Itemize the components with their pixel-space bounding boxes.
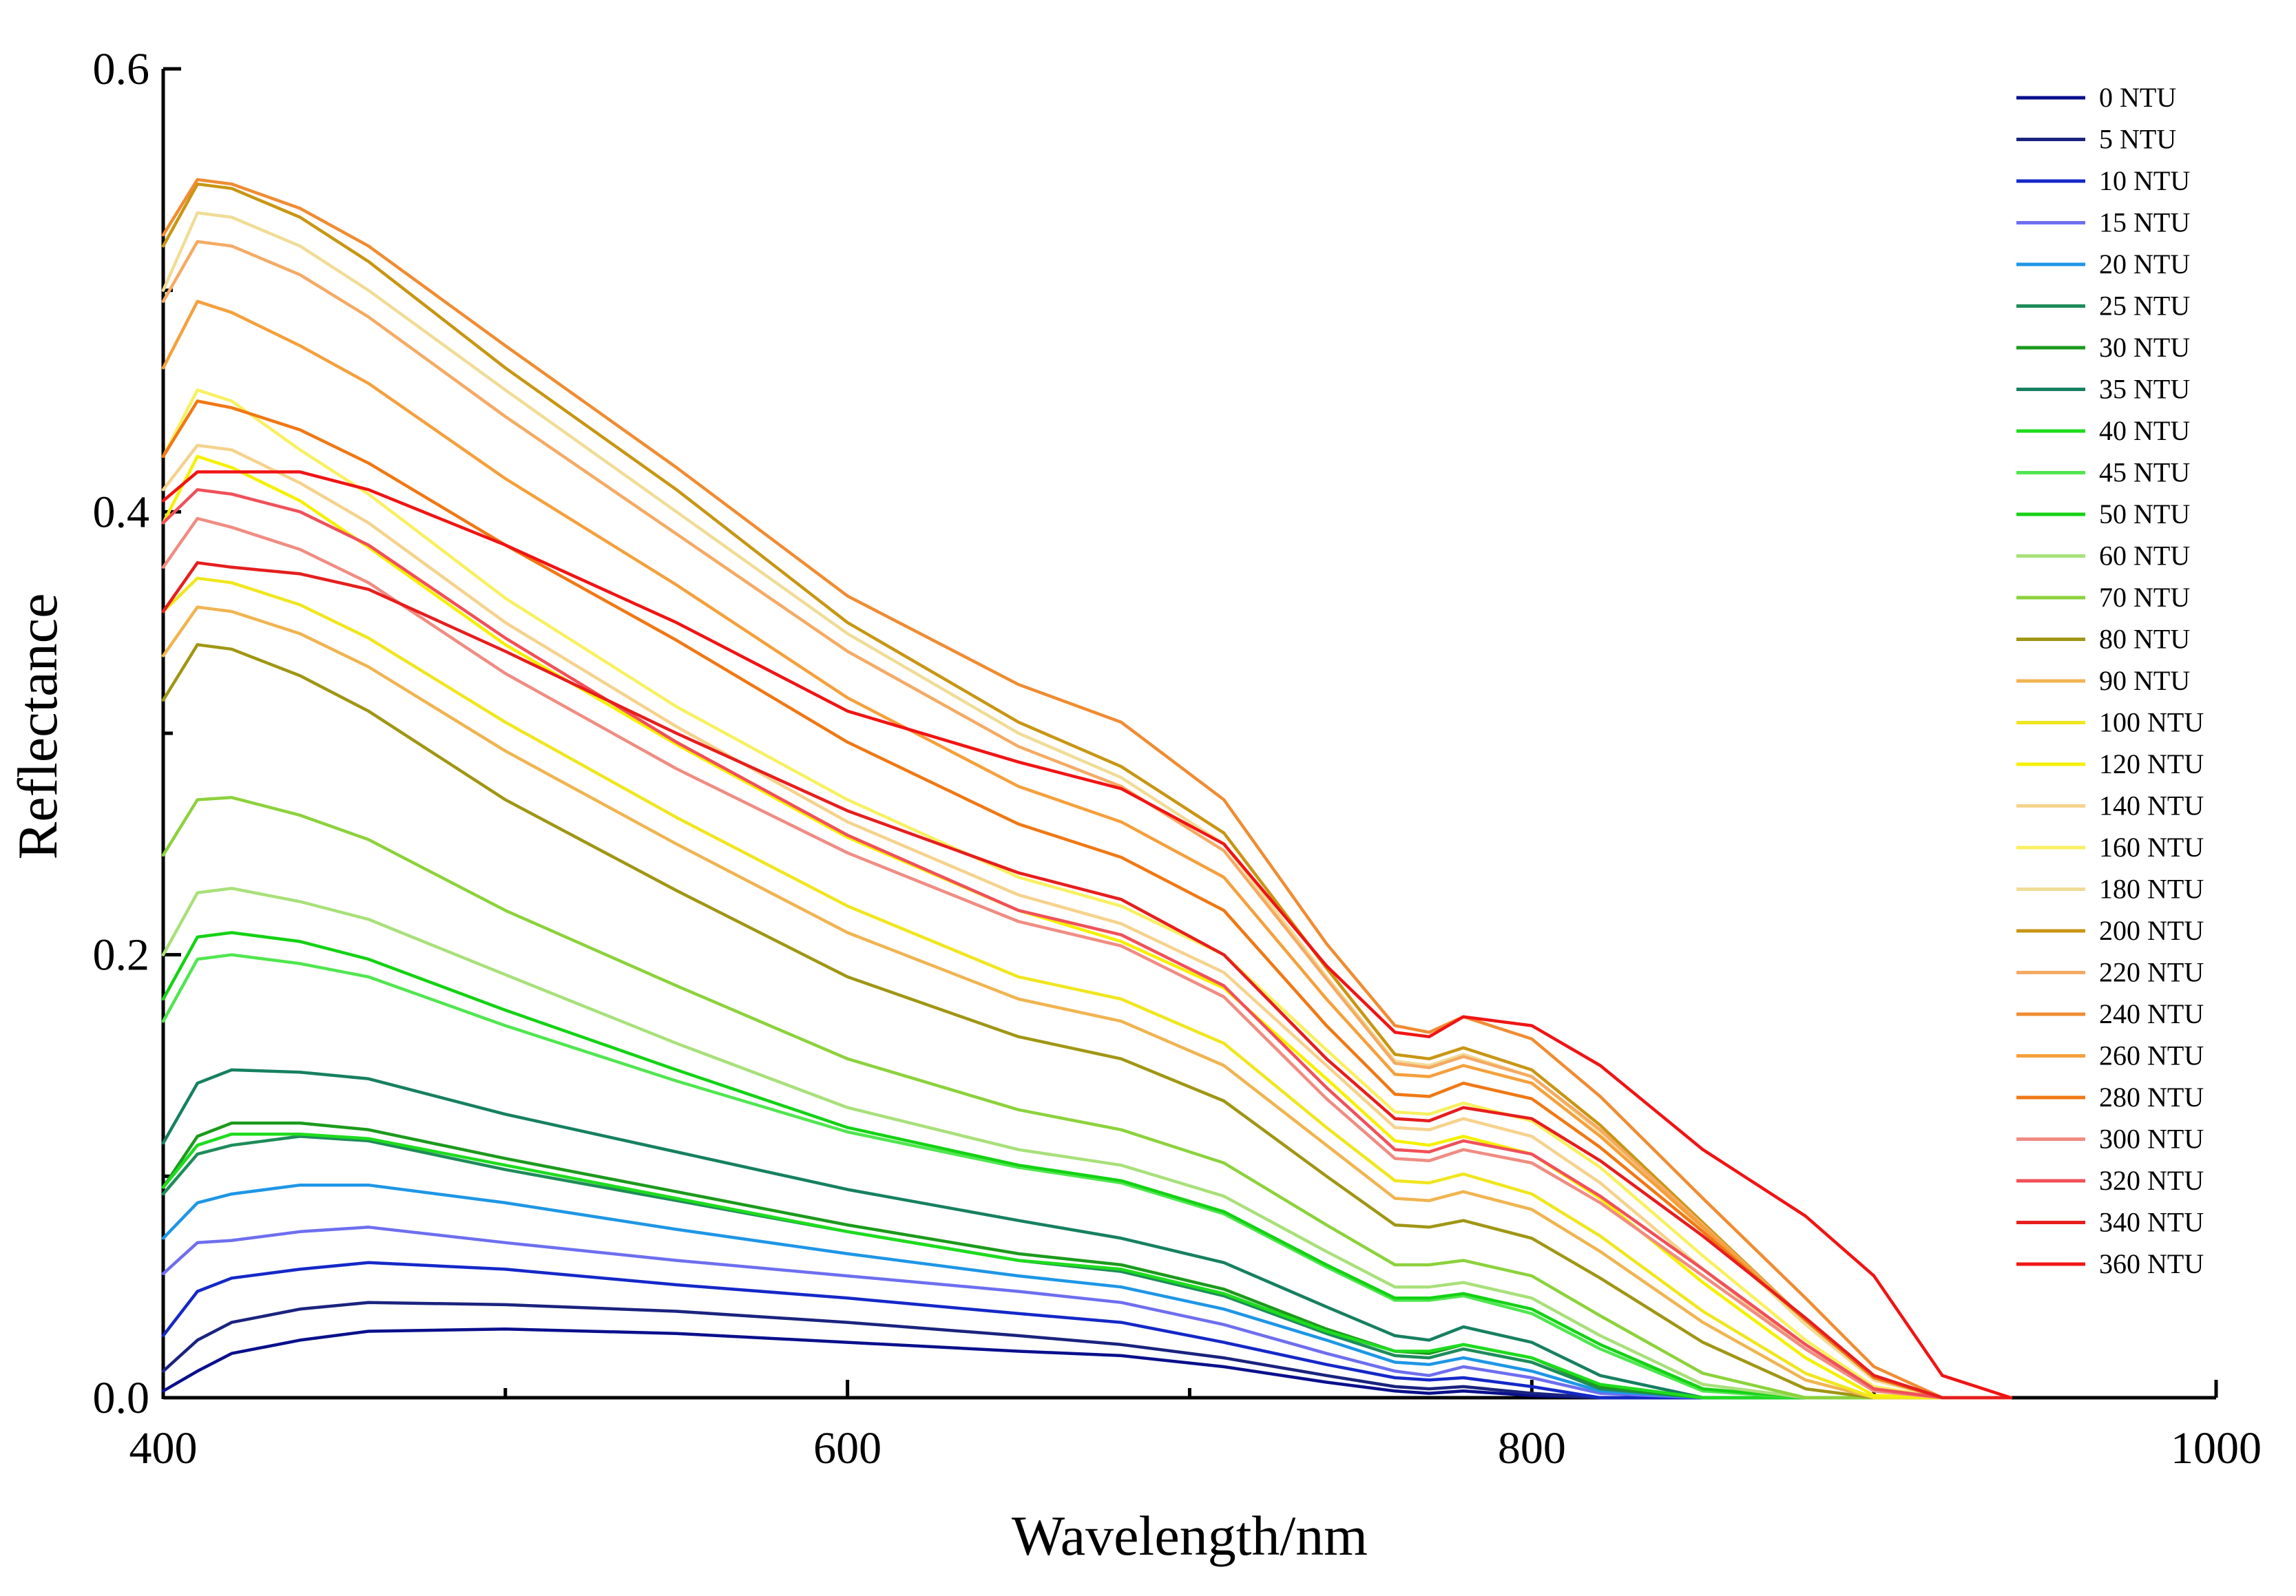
legend-label: 50 NTU [2099,498,2190,529]
series-line [161,470,2013,1400]
legend-label: 20 NTU [2099,249,2190,280]
x-tick-label: 1000 [2171,1423,2262,1473]
x-axis-title: Wavelength/nm [1012,1504,1368,1567]
legend-label: 60 NTU [2099,540,2190,571]
legend-label: 15 NTU [2099,207,2190,238]
series-line [161,605,2013,1400]
legend-label: 30 NTU [2099,332,2190,363]
legend-label: 300 NTU [2099,1124,2204,1155]
series-line [161,388,2013,1400]
legend-label: 340 NTU [2099,1207,2204,1238]
x-tick-label: 800 [1498,1423,1566,1473]
legend: 0 NTU 5 NTU 10 NTU 15 NTU 20 NTU 25 NTU 30 NTU… [2016,82,2204,1279]
legend-label: 80 NTU [2099,624,2190,655]
series-line [161,516,2013,1400]
x-tick-label: 400 [129,1423,198,1473]
series-line [161,178,2013,1400]
series-line [161,487,2013,1400]
series-line [161,454,2013,1400]
y-axis-title: Reflectance [6,594,69,860]
legend-label: 25 NTU [2099,291,2190,322]
series-line [161,931,2013,1400]
legend-label: 10 NTU [2099,165,2190,196]
series-line [161,182,2013,1400]
y-tick-label: 0.6 [93,44,150,94]
series-line [161,561,2013,1400]
legend-label: 280 NTU [2099,1082,2204,1113]
legend-label: 320 NTU [2099,1165,2204,1196]
series-line [161,1132,2013,1400]
x-axis: 400 600 800 1000 [129,1380,2262,1473]
legend-label: 120 NTU [2099,748,2204,779]
series-line [161,576,2013,1400]
legend-label: 240 NTU [2099,998,2204,1029]
series-line [161,211,2013,1400]
series-line [161,1301,2013,1400]
y-axis: 0.0 0.2 0.4 0.6 [93,44,181,1423]
legend-label: 70 NTU [2099,582,2190,613]
legend-label: 160 NTU [2099,832,2204,863]
x-tick-label: 600 [813,1423,881,1473]
y-tick-label: 0.4 [93,487,150,537]
legend-label: 200 NTU [2099,915,2204,946]
legend-label: 45 NTU [2099,457,2190,488]
legend-label: 260 NTU [2099,1040,2204,1071]
legend-label: 5 NTU [2099,124,2176,155]
y-tick-label: 0.0 [93,1373,150,1423]
plot-lines [161,178,2013,1400]
series-line [161,643,2013,1400]
series-line [161,300,2013,1400]
legend-label: 100 NTU [2099,707,2204,738]
legend-label: 35 NTU [2099,374,2190,405]
legend-label: 220 NTU [2099,957,2204,988]
legend-label: 40 NTU [2099,415,2190,446]
series-line [161,443,2013,1400]
series-line [161,240,2013,1400]
series-line [161,886,2013,1400]
legend-label: 90 NTU [2099,665,2190,696]
y-tick-label: 0.2 [93,930,150,980]
legend-label: 0 NTU [2099,82,2176,113]
legend-label: 140 NTU [2099,790,2204,821]
legend-label: 180 NTU [2099,874,2204,905]
series-line [161,796,2013,1400]
legend-label: 360 NTU [2099,1248,2204,1279]
